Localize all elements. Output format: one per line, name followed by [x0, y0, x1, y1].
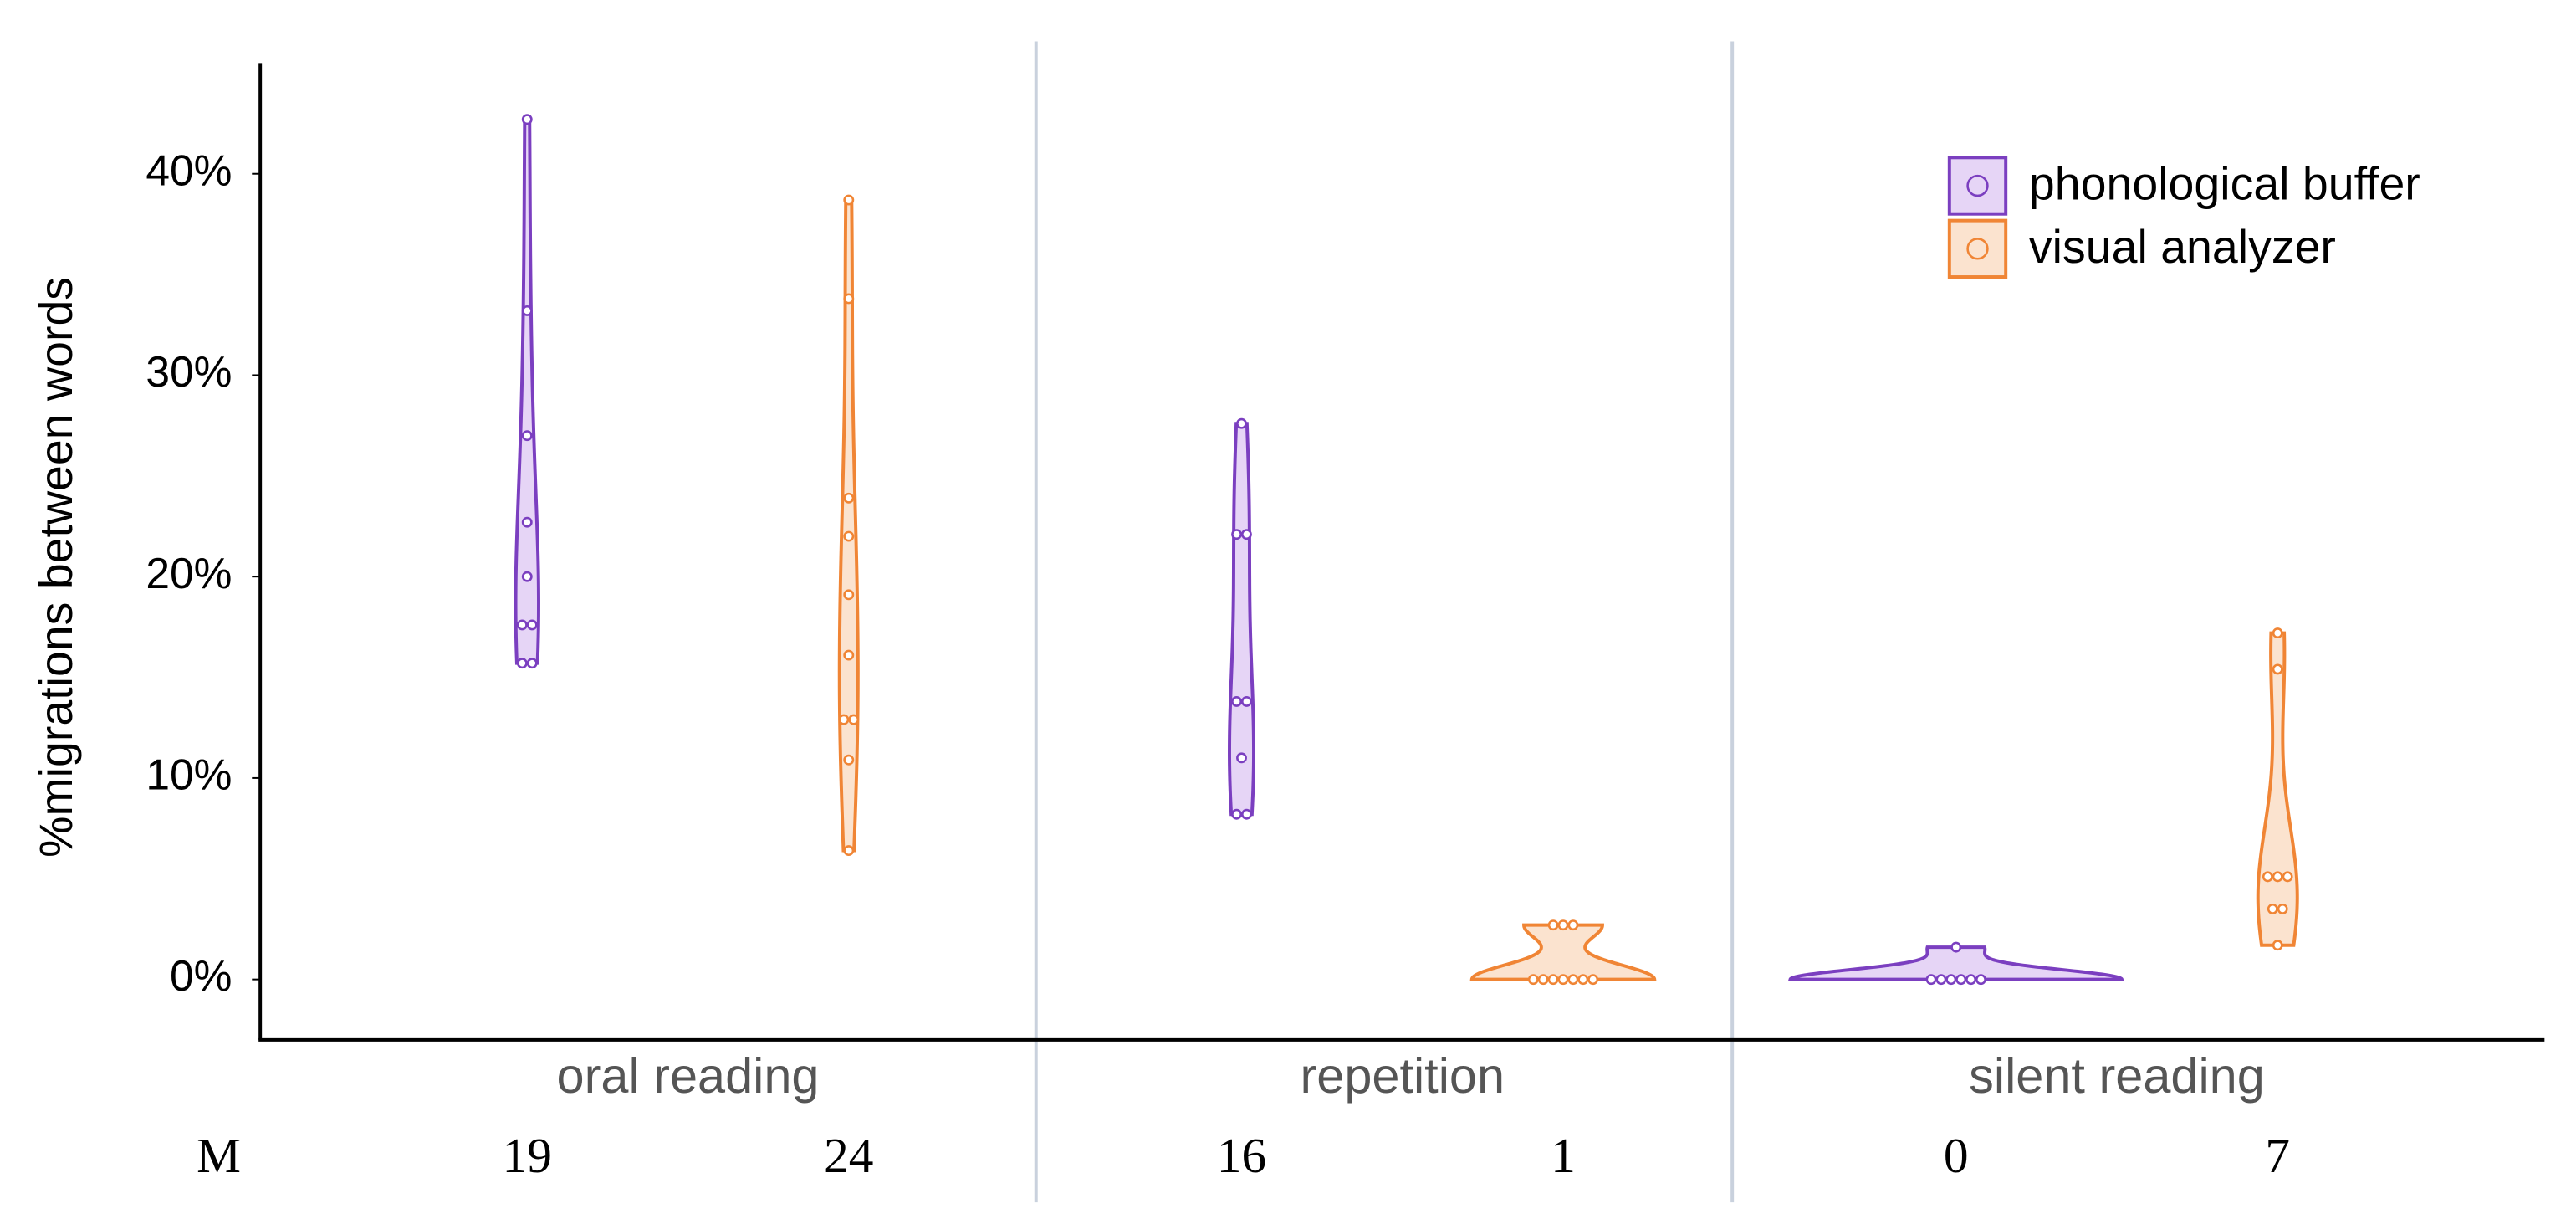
mean-row-label: M [197, 1128, 241, 1183]
data-point [2272, 663, 2283, 675]
mean-value: 1 [1551, 1128, 1576, 1183]
data-point [2272, 871, 2283, 883]
data-point [516, 619, 528, 631]
data-point [1527, 974, 1539, 986]
data-point [1945, 974, 1957, 986]
data-point [1975, 974, 1986, 986]
mean-value: 0 [1944, 1128, 1969, 1183]
mean-value: 16 [1217, 1128, 1266, 1183]
data-point [1547, 974, 1559, 986]
legend-swatch [1947, 156, 2008, 216]
data-point [1241, 695, 1252, 707]
data-point [843, 589, 855, 601]
data-point [1547, 919, 1559, 931]
data-point [521, 571, 533, 582]
data-point [843, 194, 855, 206]
data-point [521, 430, 533, 442]
data-point [843, 530, 855, 542]
data-point [521, 516, 533, 528]
data-point [1955, 974, 1967, 986]
x-tick-label: oral reading [557, 1048, 820, 1104]
data-point [1231, 529, 1243, 540]
mean-value: 7 [2265, 1128, 2290, 1183]
data-point [843, 293, 855, 305]
data-point [1935, 974, 1947, 986]
y-axis-title: %migrations between words [30, 277, 82, 858]
data-point [521, 305, 533, 316]
mean-value: 24 [824, 1128, 873, 1183]
data-point [2272, 627, 2283, 639]
x-tick-label: silent reading [1969, 1048, 2265, 1104]
data-point [1236, 417, 1247, 429]
mean-value: 19 [503, 1128, 552, 1183]
data-point [2277, 903, 2288, 914]
data-point [1567, 919, 1579, 931]
data-point [1587, 974, 1599, 986]
y-tick-label: 40% [146, 146, 232, 194]
data-point [1231, 695, 1243, 707]
data-point [1925, 974, 1937, 986]
data-point [2267, 903, 2278, 914]
violin [1787, 945, 2124, 981]
data-point [843, 492, 855, 504]
data-point [521, 114, 533, 125]
data-point [1577, 974, 1589, 986]
y-tick-label: 0% [170, 951, 232, 1000]
data-point [1950, 941, 1962, 953]
data-point [843, 845, 855, 857]
legend-swatch [1947, 218, 2008, 279]
data-point [526, 619, 538, 631]
data-point [1557, 919, 1569, 931]
legend-marker [1966, 174, 1989, 197]
data-point [1537, 974, 1549, 986]
legend-label: phonological buffer [2029, 158, 2420, 210]
data-point [1557, 974, 1569, 986]
y-tick-label: 10% [146, 750, 232, 799]
data-point [843, 649, 855, 661]
x-tick-label: repetition [1300, 1048, 1505, 1104]
data-point [838, 714, 850, 725]
data-point [2282, 871, 2293, 883]
data-point [1231, 808, 1243, 820]
legend-marker [1966, 238, 1989, 260]
data-point [1236, 752, 1247, 764]
data-point [1241, 529, 1252, 540]
data-point [2272, 940, 2283, 951]
data-point [1965, 974, 1977, 986]
data-point [843, 754, 855, 766]
y-tick-label: 20% [146, 549, 232, 597]
data-point [2262, 871, 2273, 883]
legend-label: visual analyzer [2029, 221, 2336, 273]
y-tick-label: 30% [146, 347, 232, 396]
data-point [516, 658, 528, 669]
data-point [1567, 974, 1579, 986]
violin [1469, 923, 1657, 981]
violin [2256, 631, 2299, 947]
data-point [848, 714, 860, 725]
data-point [1241, 808, 1252, 820]
data-point [526, 658, 538, 669]
